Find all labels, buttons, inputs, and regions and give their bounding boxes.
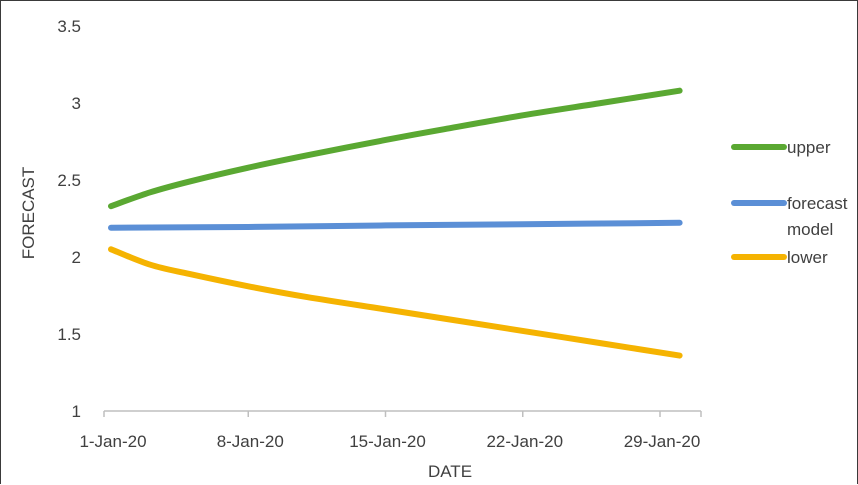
y-tick-label: 1	[72, 402, 81, 421]
y-tick-label: 3.5	[57, 17, 81, 36]
x-tick-label: 1-Jan-20	[79, 432, 146, 451]
x-tick-label: 8-Jan-20	[217, 432, 284, 451]
y-axis-tick-labels: 1 1.5 2 2.5 3 3.5	[57, 17, 81, 421]
x-axis-tick-labels: 1-Jan-20 8-Jan-20 15-Jan-20 22-Jan-20 29-Jan…	[79, 432, 700, 451]
x-axis	[103, 410, 702, 417]
y-tick-label: 2	[72, 248, 81, 267]
y-tick-label: 1.5	[57, 325, 81, 344]
x-tick-label: 22-Jan-20	[486, 432, 563, 451]
legend-label: forecast	[787, 194, 848, 213]
legend-label: lower	[787, 248, 828, 267]
series-line-forecast-model	[108, 219, 683, 231]
y-axis-title: FORECAST	[19, 167, 38, 260]
x-tick-label: 15-Jan-20	[349, 432, 426, 451]
legend-label: upper	[787, 138, 831, 157]
series-lines	[108, 87, 683, 359]
legend-label: model	[787, 220, 833, 239]
x-tick-label: 29-Jan-20	[624, 432, 701, 451]
legend: upper forecast model lower	[731, 138, 848, 267]
x-axis-title: DATE	[428, 462, 472, 481]
y-tick-label: 3	[72, 94, 81, 113]
series-line-upper	[108, 87, 683, 210]
series-line-lower	[108, 246, 683, 359]
y-tick-label: 2.5	[57, 171, 81, 190]
